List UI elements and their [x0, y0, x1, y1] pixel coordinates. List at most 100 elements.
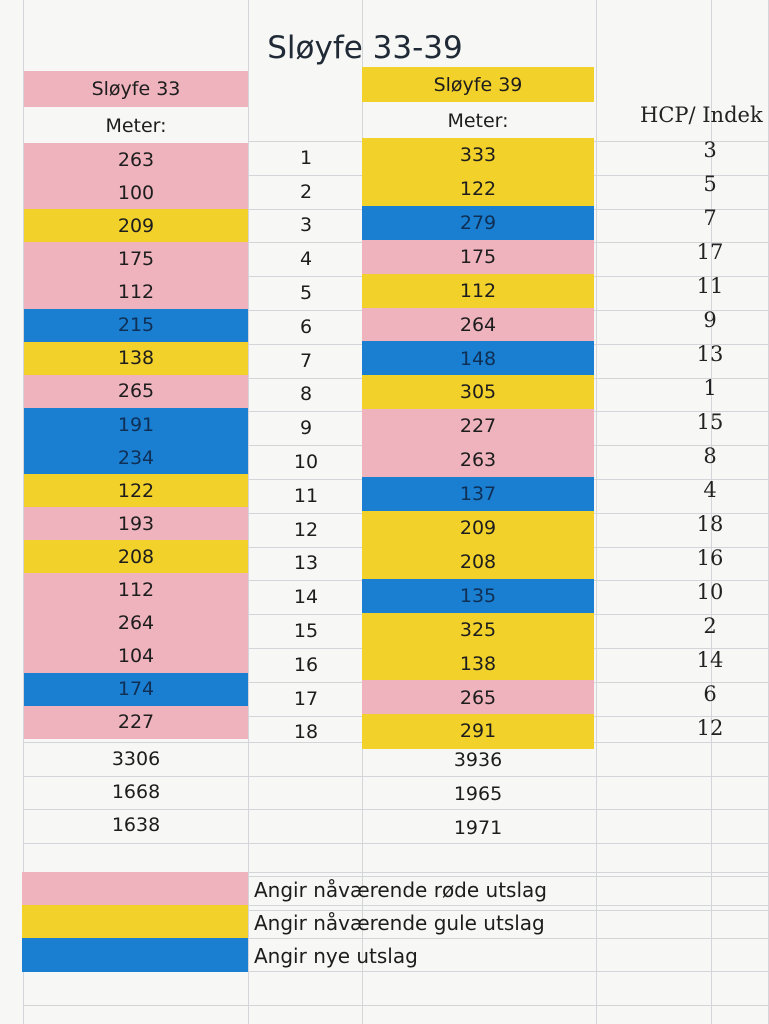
- hcp-index-value: 1: [703, 376, 717, 400]
- left-meter-cell: 191: [24, 407, 248, 442]
- grid-row-line: [23, 876, 769, 877]
- hcp-index-value: 7: [703, 206, 717, 230]
- grid-row-line: [23, 938, 769, 939]
- left-meter-cell: 112: [24, 275, 248, 309]
- right-course-header: Sløyfe 39: [362, 67, 594, 102]
- hcp-index-value: 16: [696, 546, 724, 570]
- legend-swatch: [22, 905, 248, 939]
- grid-column-line: [711, 0, 712, 1024]
- hcp-index-value: 10: [696, 580, 724, 604]
- hcp-index-value: 8: [703, 444, 717, 468]
- grid-row-line: [23, 971, 769, 972]
- grid-row-line: [23, 809, 769, 810]
- right-total-value: 1965: [453, 783, 503, 805]
- hole-number: 15: [293, 620, 319, 643]
- hole-number: 11: [293, 484, 319, 507]
- left-meter-cell: 112: [24, 573, 248, 607]
- right-meter-cell: 208: [362, 544, 594, 580]
- hcp-index-value: 14: [696, 648, 724, 672]
- grid-column-line: [248, 0, 249, 1024]
- grid-row-line: [23, 872, 769, 873]
- left-meter-label: Meter:: [105, 115, 167, 137]
- hole-number: 10: [293, 451, 319, 474]
- hcp-index-value: 5: [703, 172, 717, 196]
- left-meter-cell: 193: [24, 507, 248, 541]
- left-meter-cell: 100: [24, 176, 248, 210]
- hole-number: 1: [299, 146, 313, 169]
- left-course-header: Sløyfe 33: [24, 71, 248, 107]
- left-meter-cell: 175: [24, 242, 248, 276]
- right-meter-cell: 333: [362, 138, 594, 173]
- right-total-value: 3936: [453, 749, 503, 771]
- legend-swatch: [22, 938, 248, 972]
- hcp-index-value: 9: [703, 308, 717, 332]
- hole-number: 7: [299, 349, 313, 372]
- hole-number: 16: [293, 653, 319, 676]
- left-meter-cell: 138: [24, 341, 248, 376]
- hole-number: 18: [293, 721, 319, 744]
- left-meter-cell: 265: [24, 374, 248, 409]
- left-meter-cell: 209: [24, 209, 248, 243]
- left-meter-cell: 122: [24, 474, 248, 508]
- hole-number: 6: [299, 315, 313, 338]
- right-meter-cell: 122: [362, 171, 594, 207]
- hole-number: 2: [299, 180, 313, 203]
- left-meter-cell: 227: [24, 705, 248, 740]
- grid-row-line: [23, 909, 769, 911]
- hole-number: 4: [299, 248, 313, 271]
- right-meter-cell: 138: [362, 646, 594, 681]
- page-title: Sløyfe 33-39: [267, 30, 463, 66]
- right-meter-cell: 305: [362, 375, 594, 410]
- legend-label: Angir nye utslag: [254, 944, 418, 968]
- left-meter-cell: 264: [24, 606, 248, 640]
- hcp-index-value: 3: [703, 138, 717, 162]
- grid-row-line: [23, 775, 769, 777]
- hcp-index-value: 11: [696, 274, 724, 298]
- left-meter-cell: 234: [24, 440, 248, 475]
- left-meter-cell: 174: [24, 672, 248, 707]
- right-meter-cell: 209: [362, 510, 594, 546]
- grid-column-line: [23, 0, 24, 1024]
- left-meter-cell: 104: [24, 639, 248, 674]
- left-total-value: 1638: [111, 813, 161, 836]
- hole-number: 12: [293, 518, 319, 541]
- left-meter-cell: 215: [24, 308, 248, 343]
- right-meter-cell: 135: [362, 578, 594, 614]
- grid-row-line: [23, 905, 769, 906]
- hcp-index-value: 18: [696, 512, 724, 536]
- left-total-value: 1668: [111, 780, 161, 803]
- hcp-index-header: HCP/ Indek: [640, 103, 763, 127]
- right-meter-cell: 263: [362, 443, 594, 478]
- hcp-index-value: 4: [703, 478, 717, 502]
- legend-swatch: [22, 872, 248, 906]
- right-meter-cell: 137: [362, 477, 594, 512]
- grid-row-line: [23, 1005, 769, 1006]
- grid-column-line: [596, 0, 597, 1024]
- right-meter-cell: 227: [362, 409, 594, 444]
- grid-row-line: [23, 842, 769, 844]
- hcp-index-value: 2: [703, 614, 717, 638]
- left-total-value: 3306: [111, 747, 161, 770]
- left-meter-cell: 263: [24, 143, 248, 177]
- right-meter-label: Meter:: [447, 110, 509, 132]
- right-total-value: 1971: [453, 817, 503, 839]
- left-meter-cell: 208: [24, 540, 248, 574]
- hcp-index-value: 17: [696, 240, 724, 264]
- hcp-index-value: 6: [703, 682, 717, 706]
- hcp-index-value: 15: [696, 410, 724, 434]
- hole-number: 5: [299, 282, 313, 305]
- hcp-index-value: 13: [696, 342, 724, 366]
- right-meter-cell: 148: [362, 341, 594, 376]
- legend-label: Angir nåværende gule utslag: [254, 911, 545, 935]
- hole-number: 17: [293, 687, 319, 710]
- right-meter-cell: 264: [362, 307, 594, 342]
- hole-number: 13: [293, 552, 319, 575]
- right-meter-cell: 291: [362, 714, 594, 749]
- right-meter-cell: 175: [362, 239, 594, 275]
- hole-number: 9: [299, 417, 313, 440]
- right-meter-cell: 112: [362, 273, 594, 308]
- right-meter-cell: 279: [362, 205, 594, 241]
- right-meter-cell: 265: [362, 680, 594, 715]
- hcp-index-value: 12: [696, 716, 724, 740]
